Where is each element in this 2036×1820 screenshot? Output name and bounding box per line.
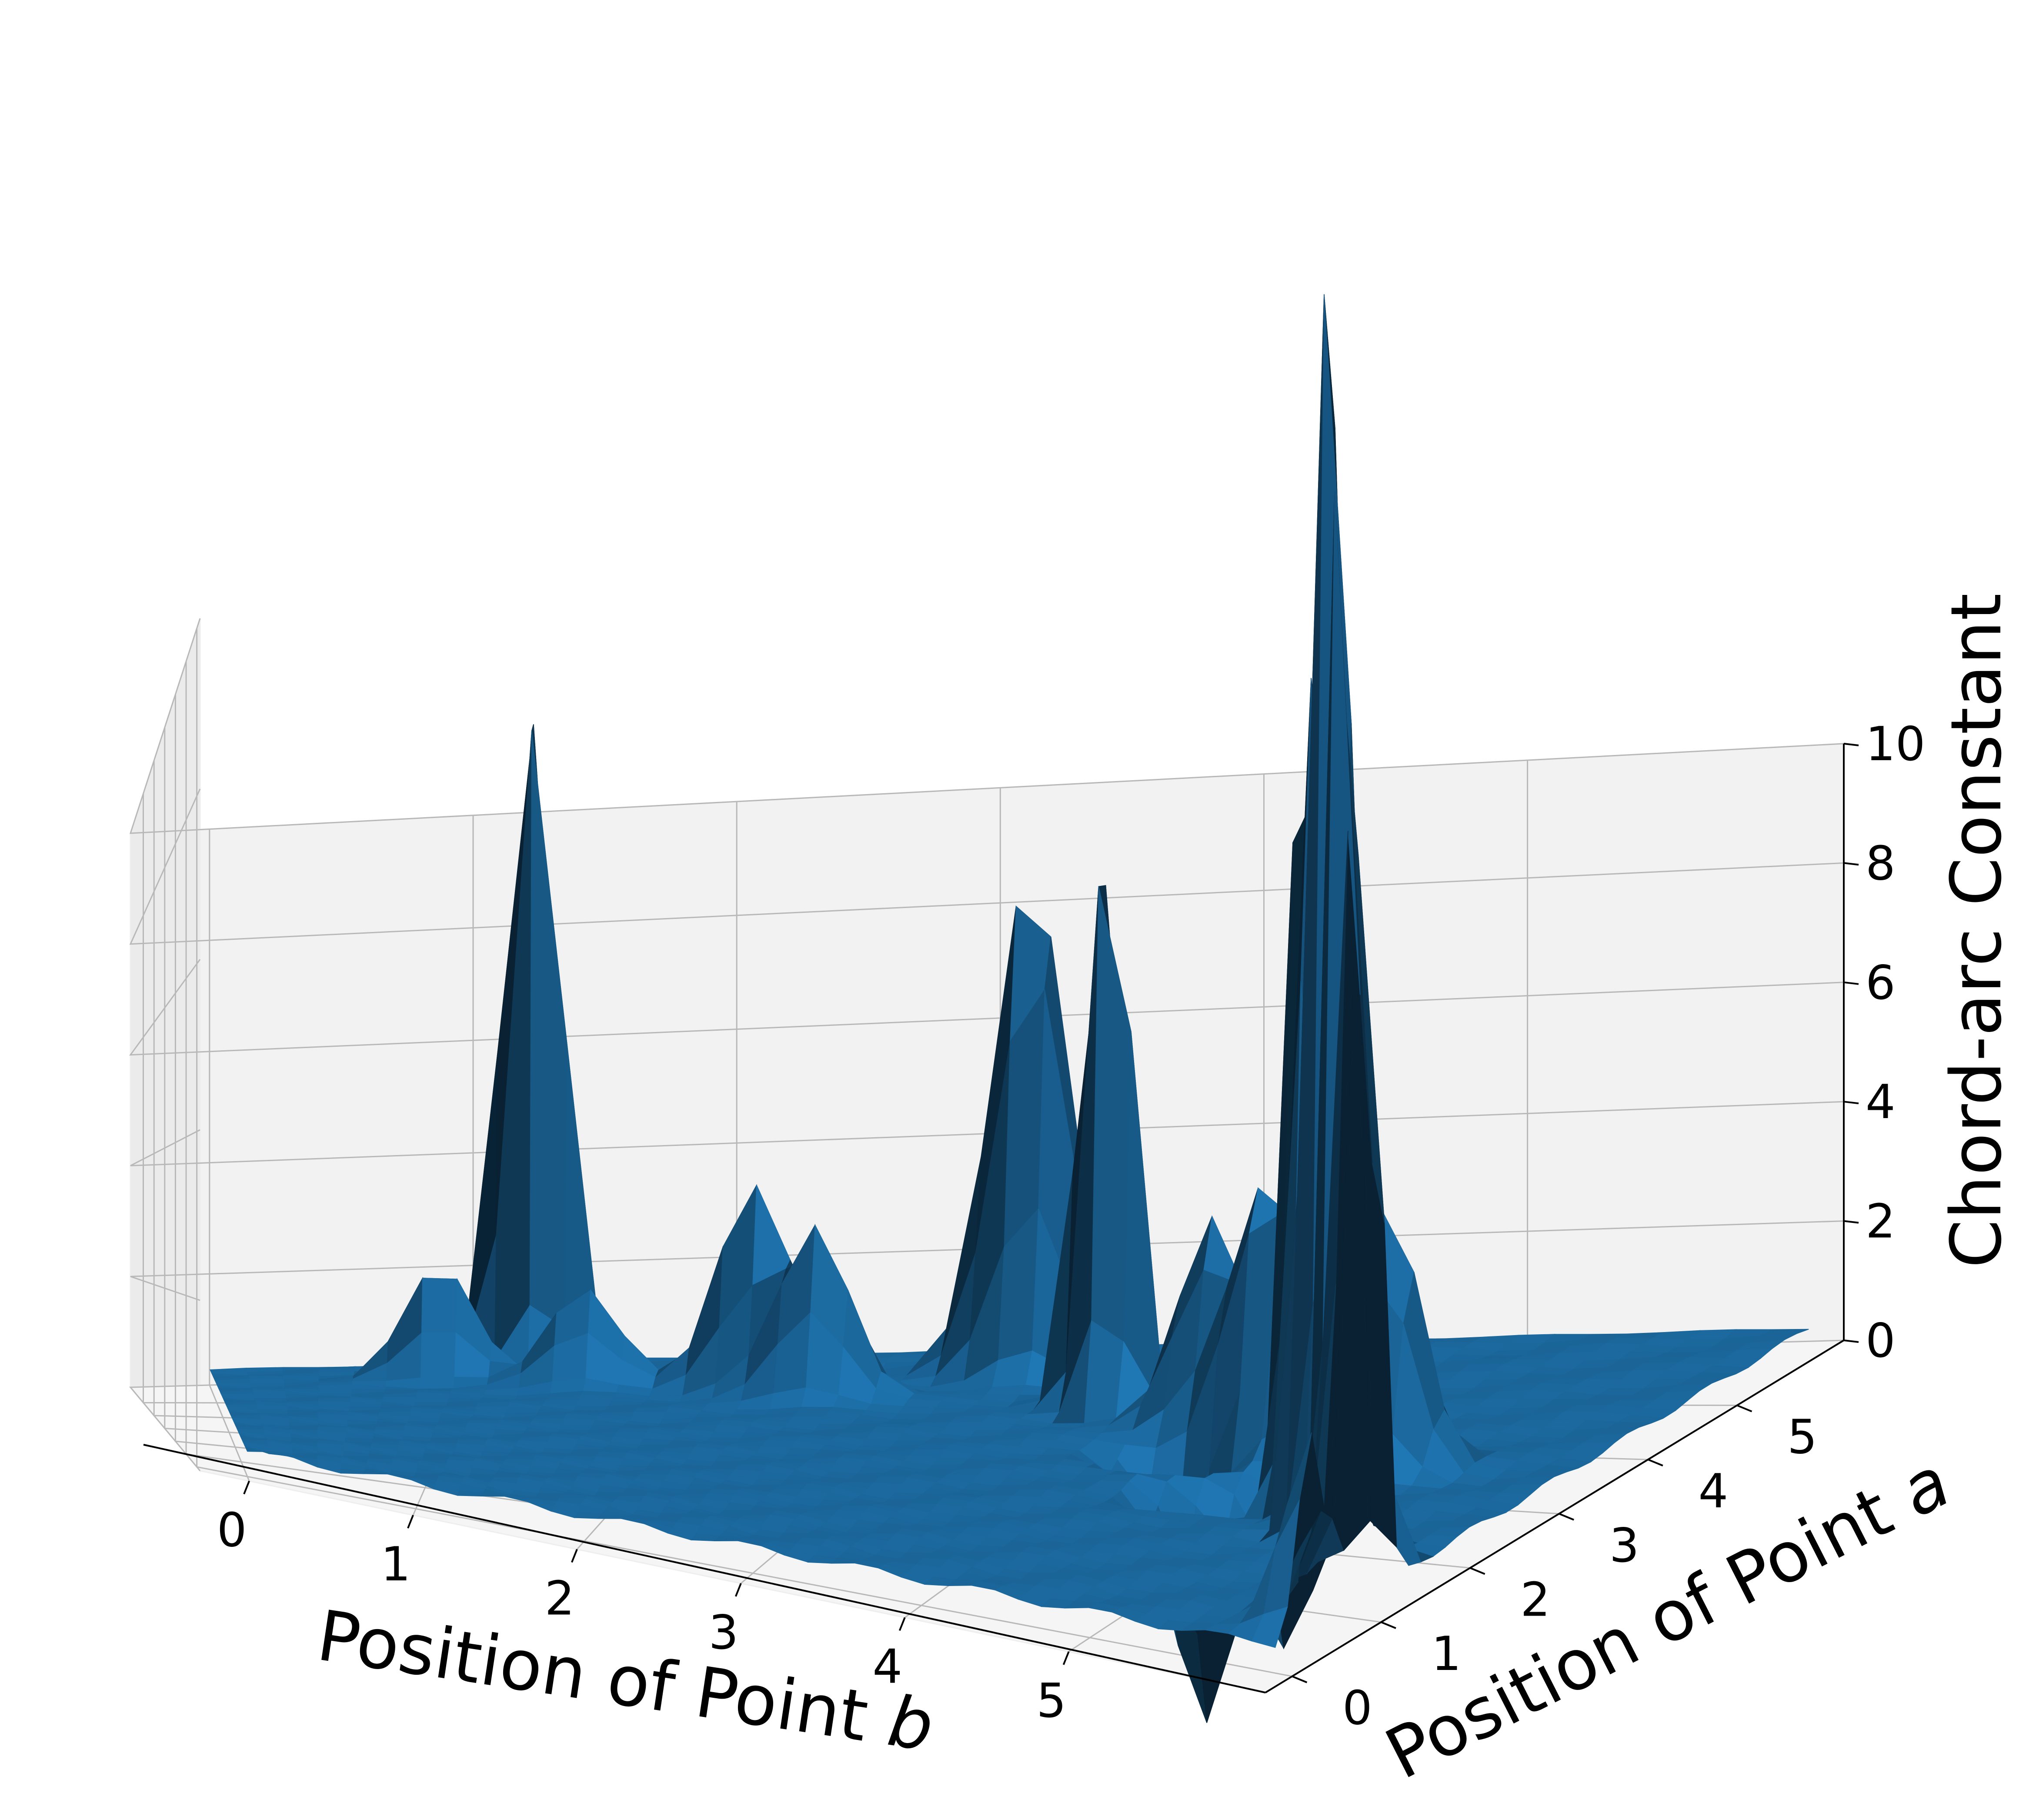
x-tick-mark: [898, 1617, 906, 1631]
surface-facet: [249, 1378, 285, 1384]
surface-facet: [573, 1406, 609, 1411]
surface-facet: [414, 1396, 449, 1403]
z-tick-label: 0: [1866, 1314, 1896, 1368]
x-tick-mark: [407, 1515, 414, 1529]
surface-facet: [253, 1393, 287, 1399]
surface-facet: [575, 1400, 612, 1407]
surface-facet: [476, 1402, 511, 1408]
grid-line-z-2: [130, 1101, 1844, 1166]
z-tick-label: 2: [1866, 1195, 1896, 1249]
x-tick-label: 1: [381, 1537, 411, 1592]
x-axis-label: Position of Point b: [312, 1595, 939, 1767]
z-tick-mark: [1843, 862, 1859, 866]
y-tick-label: 3: [1609, 1519, 1639, 1573]
z-tick-label: 10: [1866, 717, 1925, 771]
y-axis-line: [1265, 1339, 1845, 1693]
x-axis-label-text: Position of Point: [312, 1595, 895, 1760]
y-tick-label: 5: [1787, 1410, 1817, 1465]
x-tick-label: 3: [708, 1606, 738, 1660]
grid-line-z-5: [129, 618, 1844, 834]
x-tick-label: 4: [872, 1640, 902, 1694]
z-tick-mark: [1843, 1220, 1859, 1224]
x-tick-label: 5: [1036, 1674, 1066, 1728]
z-tick-label: 6: [1866, 956, 1896, 1010]
surface-facet: [493, 1474, 522, 1478]
y-tick-label: 0: [1342, 1681, 1372, 1736]
y-tick-label: 2: [1520, 1573, 1550, 1627]
surface-facet: [419, 1376, 455, 1390]
y-tick-mark: [1648, 1459, 1663, 1467]
surface-facet: [318, 1384, 353, 1390]
y-tick-mark: [1469, 1567, 1485, 1575]
surface-facet: [892, 1413, 931, 1420]
x-tick-label: 0: [217, 1503, 247, 1558]
surface-facet: [792, 1411, 830, 1418]
y-tick-mark: [1292, 1675, 1308, 1683]
grid-line-z-4: [129, 788, 1844, 945]
surface-facet: [898, 1406, 937, 1415]
z-tick-mark: [1843, 743, 1859, 746]
z-axis-label: Chord-arc Constant: [1936, 593, 2017, 1268]
surface-mesh: [210, 294, 1809, 1723]
x-tick-mark: [571, 1549, 578, 1563]
y-tick-mark: [1381, 1621, 1396, 1629]
surface-facet: [765, 1436, 801, 1442]
y-tick-mark: [1736, 1404, 1752, 1413]
z-tick-label: 8: [1866, 836, 1896, 891]
surface-facet: [414, 1402, 448, 1406]
x-tick-label: 2: [545, 1571, 575, 1626]
x-tick-mark: [1062, 1651, 1070, 1665]
surface-facet: [420, 1332, 457, 1379]
x-tick-mark: [734, 1583, 742, 1597]
z-tick-mark: [1843, 981, 1859, 985]
z-tick-mark: [1843, 1101, 1859, 1105]
y-tick-mark: [1559, 1513, 1574, 1521]
axes: [143, 743, 1859, 1693]
surface-facet: [732, 1409, 771, 1416]
y-tick-label: 4: [1698, 1464, 1728, 1519]
grid-line-z-3: [129, 959, 1844, 1056]
x-tick-mark: [243, 1480, 250, 1495]
x-axis-line: [143, 1444, 1266, 1693]
z-tick-label: 4: [1866, 1075, 1896, 1129]
surface-facet: [1251, 1606, 1288, 1648]
surface-facet: [634, 1406, 671, 1413]
surface-facet: [616, 1465, 649, 1472]
z-tick-mark: [1843, 1339, 1859, 1343]
surface-facet: [421, 1278, 458, 1333]
surface-facet: [618, 1492, 649, 1497]
y-tick-label: 1: [1432, 1627, 1462, 1681]
